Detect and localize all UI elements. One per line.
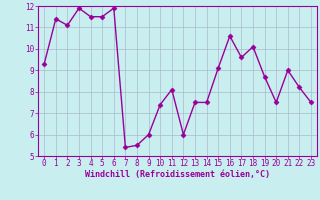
X-axis label: Windchill (Refroidissement éolien,°C): Windchill (Refroidissement éolien,°C) bbox=[85, 170, 270, 179]
